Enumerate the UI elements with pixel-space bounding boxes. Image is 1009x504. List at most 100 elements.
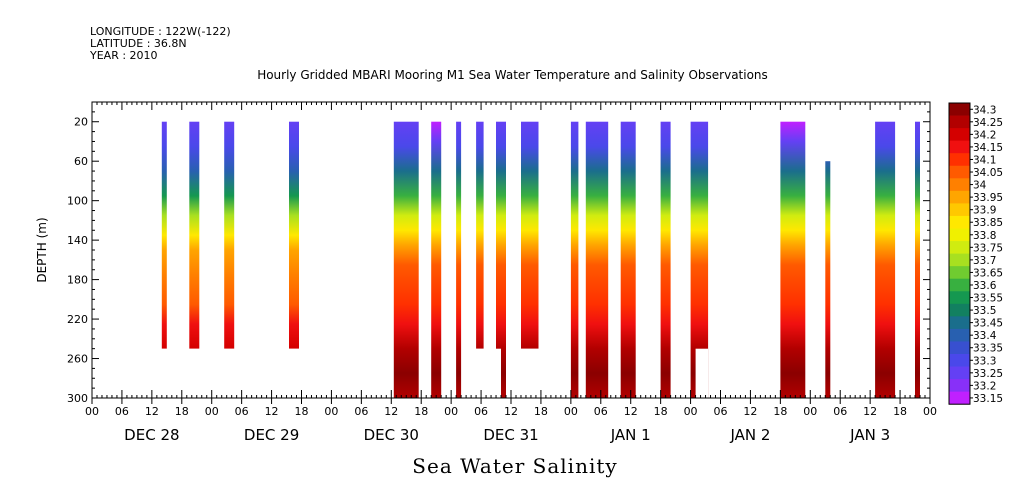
colorbar-label: 34.3 [973,104,996,116]
x-tick-label: 18 [414,405,428,418]
colorbar-swatch [949,266,970,280]
data-segments [161,121,920,398]
data-segment-12 [620,121,636,398]
x-tick-label: 12 [145,405,159,418]
x-day-label: DEC 31 [483,426,538,444]
y-tick-label: 300 [67,392,88,405]
x-tick-label: 12 [384,405,398,418]
latitude-label: LATITUDE : 36.8N [90,37,187,50]
data-segment-11 [585,121,609,398]
x-tick-label: 06 [235,405,249,418]
colorbar-swatch [949,379,970,393]
colorbar-label: 33.7 [973,255,996,267]
x-tick-label: 00 [205,405,219,418]
x-tick-label: 18 [773,405,787,418]
colorbar-label: 34 [973,180,987,192]
colorbar-label: 34.2 [973,129,996,141]
colorbar-swatch [949,341,970,355]
x-tick-label: 18 [654,405,668,418]
y-tick-label: 100 [67,195,88,208]
colorbar-label: 33.5 [973,305,996,317]
colorbar-label: 33.85 [973,217,1003,229]
longitude-label: LONGITUDE : 122W(-122) [90,25,231,38]
colorbar-swatch [949,178,970,192]
x-tick-label: 18 [175,405,189,418]
colorbar-label: 33.65 [973,267,1003,279]
y-tick-label: 140 [67,234,88,247]
x-tick-label: 06 [474,405,488,418]
x-tick-label: 00 [803,405,817,418]
colorbar-swatch [949,228,970,242]
colorbar-swatch [949,115,970,129]
colorbar-label: 33.95 [973,192,1003,204]
colorbar-swatch [949,241,970,254]
data-segment-18 [915,121,920,398]
x-tick-label: 12 [743,405,757,418]
colorbar-label: 33.9 [973,205,996,217]
x-tick-label: 18 [534,405,548,418]
year-label: YEAR : 2010 [90,49,158,62]
data-segment-13 [660,121,671,398]
colorbar-label: 33.45 [973,318,1003,330]
x-day-label: JAN 2 [729,426,770,444]
colorbar-swatch [949,328,970,342]
y-axis-label: DEPTH (m) [35,217,49,282]
y-tick-label: 20 [74,116,88,129]
data-segment-14 [690,121,709,398]
x-tick-label: 18 [893,405,907,418]
colorbar-swatch [949,366,970,380]
data-segment-6 [456,121,462,398]
y-tick-label: 220 [67,313,88,326]
colorbar-swatch [949,128,970,142]
colorbar-swatch [949,291,970,305]
x-tick-label: 00 [684,405,698,418]
colorbar-label: 33.3 [973,355,996,367]
x-tick-label: 12 [504,405,518,418]
colorbar-label: 33.15 [973,393,1003,405]
x-tick-label: 06 [594,405,608,418]
colorbar: 34.334.2534.234.1534.134.053433.9533.933… [948,102,1003,405]
colorbar-label: 34.1 [973,154,996,166]
x-tick-label: 06 [354,405,368,418]
x-tick-label: 06 [115,405,129,418]
colorbar-border [948,102,971,405]
variable-title: Sea Water Salinity [412,454,618,478]
data-segment-15 [780,121,806,398]
colorbar-swatch [949,354,970,367]
colorbar-label: 33.6 [973,280,997,292]
colorbar-swatch [949,253,970,267]
colorbar-label: 34.25 [973,117,1003,129]
x-tick-label: 00 [85,405,99,418]
colorbar-swatch [949,316,970,330]
colorbar-swatch [949,278,970,292]
colorbar-swatch [949,165,970,179]
data-segment-17 [875,121,896,398]
colorbar-label: 33.4 [973,330,997,342]
colorbar-label: 33.8 [973,230,996,242]
y-tick-label: 260 [67,353,88,366]
colorbar-swatch [949,203,970,217]
data-segment-3 [289,121,299,349]
x-tick-label: 12 [265,405,279,418]
data-gap-1 [695,348,709,398]
colorbar-label: 34.05 [973,167,1003,179]
axis-labels: 00 06 12 18 00 06 12 18 00 06 12 18 00 06 12 18 00 06 12 18… [35,116,937,444]
colorbar-swatch [949,215,970,229]
x-tick-label: 12 [863,405,877,418]
x-tick-label: 00 [444,405,458,418]
data-segment-5 [431,121,442,398]
axis-ticks [91,101,931,404]
x-tick-label: 18 [295,405,309,418]
data-segment-10 [570,121,579,398]
x-tick-label: 06 [714,405,728,418]
y-tick-label: 180 [67,274,88,287]
data-segment-0 [161,121,167,349]
data-segment-1 [189,121,200,349]
data-segment-2 [224,121,235,349]
x-day-label: DEC 29 [244,426,299,444]
x-tick-label: 00 [564,405,578,418]
colorbar-swatch [949,103,970,116]
x-day-label: JAN 3 [849,426,890,444]
data-gap-0 [496,348,501,398]
colorbar-swatch [949,153,970,167]
